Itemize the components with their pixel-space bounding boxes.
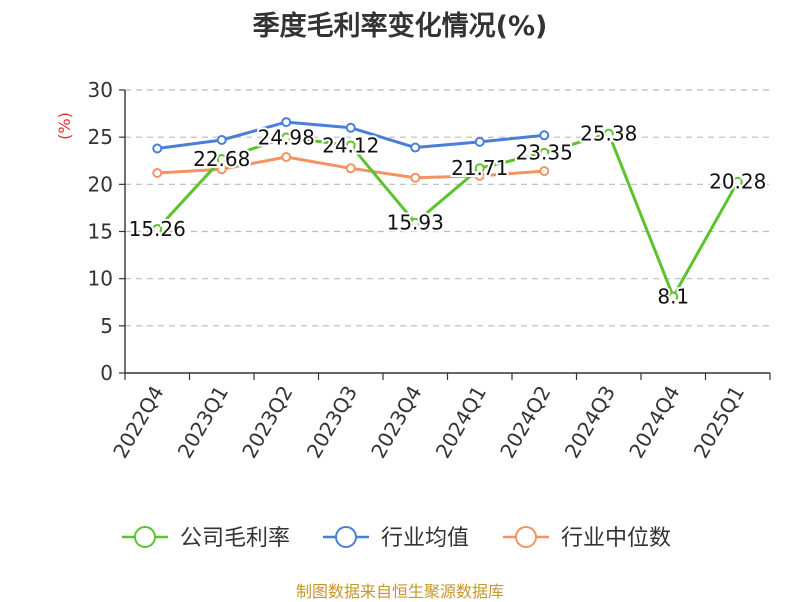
data-point[interactable] — [410, 172, 421, 183]
y-axis-label: (%) — [55, 112, 74, 140]
data-label: 24.12 — [322, 133, 379, 157]
data-label: 25.38 — [580, 122, 637, 146]
legend-label: 公司毛利率 — [180, 526, 290, 551]
legend-label: 行业中位数 — [561, 526, 671, 551]
x-tick-label: 2024Q2 — [495, 382, 555, 463]
data-point[interactable] — [539, 147, 550, 158]
x-tick-label: 2022Q4 — [108, 382, 168, 463]
data-labels: 15.26 22.68 24.98 24.12 15.93 21.71 23.35 25.38… — [127, 120, 769, 311]
series-line — [156, 132, 740, 299]
legend-label: 行业均值 — [381, 526, 469, 551]
y-tick-label: 0 — [100, 361, 113, 385]
data-point[interactable] — [345, 122, 356, 133]
legend-item[interactable]: 行业均值 — [323, 526, 469, 551]
legend-swatch-marker — [335, 526, 357, 548]
series-1 — [152, 117, 550, 154]
data-label: 24.98 — [258, 125, 315, 149]
x-tick-label: 2023Q4 — [366, 382, 426, 463]
series-lines — [152, 117, 743, 302]
data-label: 15.26 — [129, 217, 186, 241]
y-tick-label: 25 — [88, 125, 113, 149]
data-point[interactable] — [345, 163, 356, 174]
x-tick-label: 2024Q3 — [560, 382, 620, 463]
data-point[interactable] — [152, 143, 163, 154]
data-label: 8.1 — [657, 285, 689, 309]
x-tick-label: 2023Q3 — [302, 382, 362, 463]
series-0 — [152, 128, 743, 302]
data-point[interactable] — [539, 166, 550, 177]
y-tick-label: 10 — [88, 267, 113, 291]
data-point[interactable] — [281, 132, 292, 143]
data-point[interactable] — [345, 140, 356, 151]
data-point[interactable] — [474, 136, 485, 147]
data-point[interactable] — [474, 163, 485, 174]
data-point[interactable] — [216, 134, 227, 145]
y-tick-label: 20 — [88, 172, 113, 196]
x-tick-label: 2023Q2 — [237, 382, 297, 463]
x-tick-label: 2023Q1 — [173, 382, 233, 463]
data-label: 20.28 — [709, 170, 766, 194]
y-tick-label: 15 — [88, 220, 113, 244]
data-point[interactable] — [668, 291, 679, 302]
x-tick-label: 2024Q4 — [624, 382, 684, 463]
data-point[interactable] — [410, 217, 421, 228]
data-point[interactable] — [216, 164, 227, 175]
data-label: 21.71 — [451, 156, 508, 180]
x-tick-label: 2024Q1 — [431, 382, 491, 463]
data-point[interactable] — [603, 128, 614, 139]
legend-item[interactable]: 公司毛利率 — [122, 526, 290, 551]
legend-item[interactable]: 行业中位数 — [503, 526, 671, 551]
data-point[interactable] — [281, 117, 292, 128]
data-point[interactable] — [410, 142, 421, 153]
grid-lines — [125, 89, 770, 327]
chart-title: 季度毛利率变化情况(%) — [252, 11, 548, 42]
series-2 — [152, 151, 550, 183]
legend[interactable]: 公司毛利率 行业均值 行业中位数 — [122, 526, 671, 551]
data-label: 15.93 — [387, 211, 444, 235]
y-tick-label: 30 — [88, 78, 113, 102]
data-point[interactable] — [732, 176, 743, 187]
data-point[interactable] — [152, 224, 163, 235]
legend-swatch-marker — [515, 526, 537, 548]
data-point[interactable] — [281, 151, 292, 162]
data-point[interactable] — [152, 168, 163, 179]
data-label: 22.68 — [193, 147, 250, 171]
y-tick-label: 5 — [100, 314, 113, 338]
data-point[interactable] — [216, 154, 227, 165]
data-point[interactable] — [539, 130, 550, 141]
x-tick-label: 2025Q1 — [689, 382, 749, 463]
data-label: 23.35 — [516, 141, 573, 165]
legend-swatch-marker — [134, 526, 156, 548]
source-note: 制图数据来自恒生聚源数据库 — [295, 582, 504, 601]
